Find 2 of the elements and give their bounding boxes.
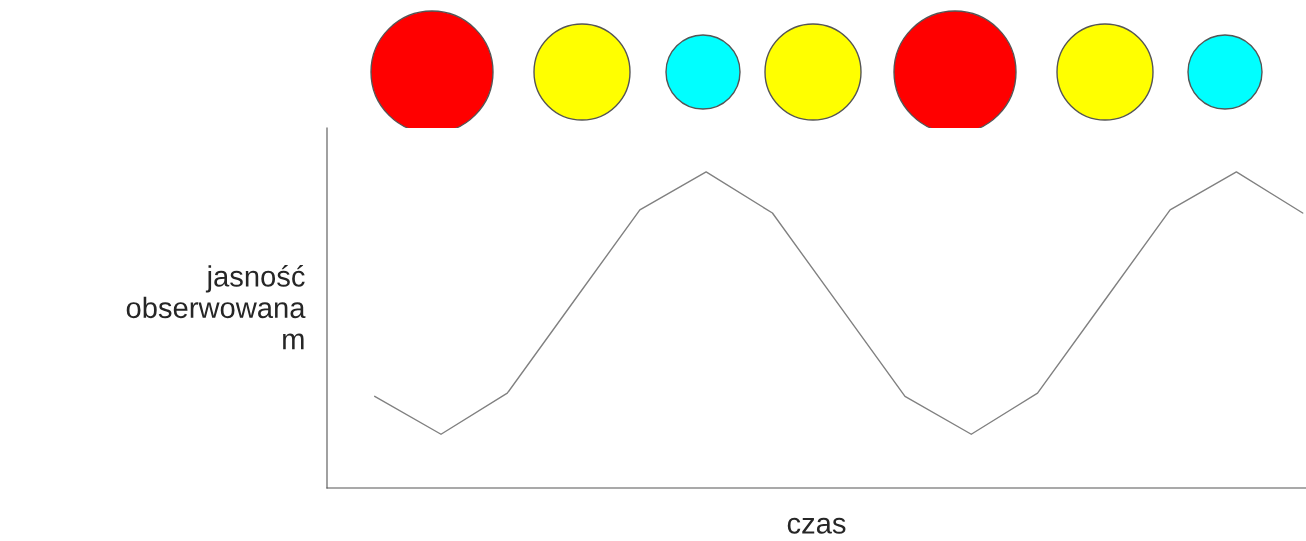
x-axis-title: czas [787, 517, 846, 534]
y-axis-title: jasność obserwowana m [126, 264, 306, 350]
